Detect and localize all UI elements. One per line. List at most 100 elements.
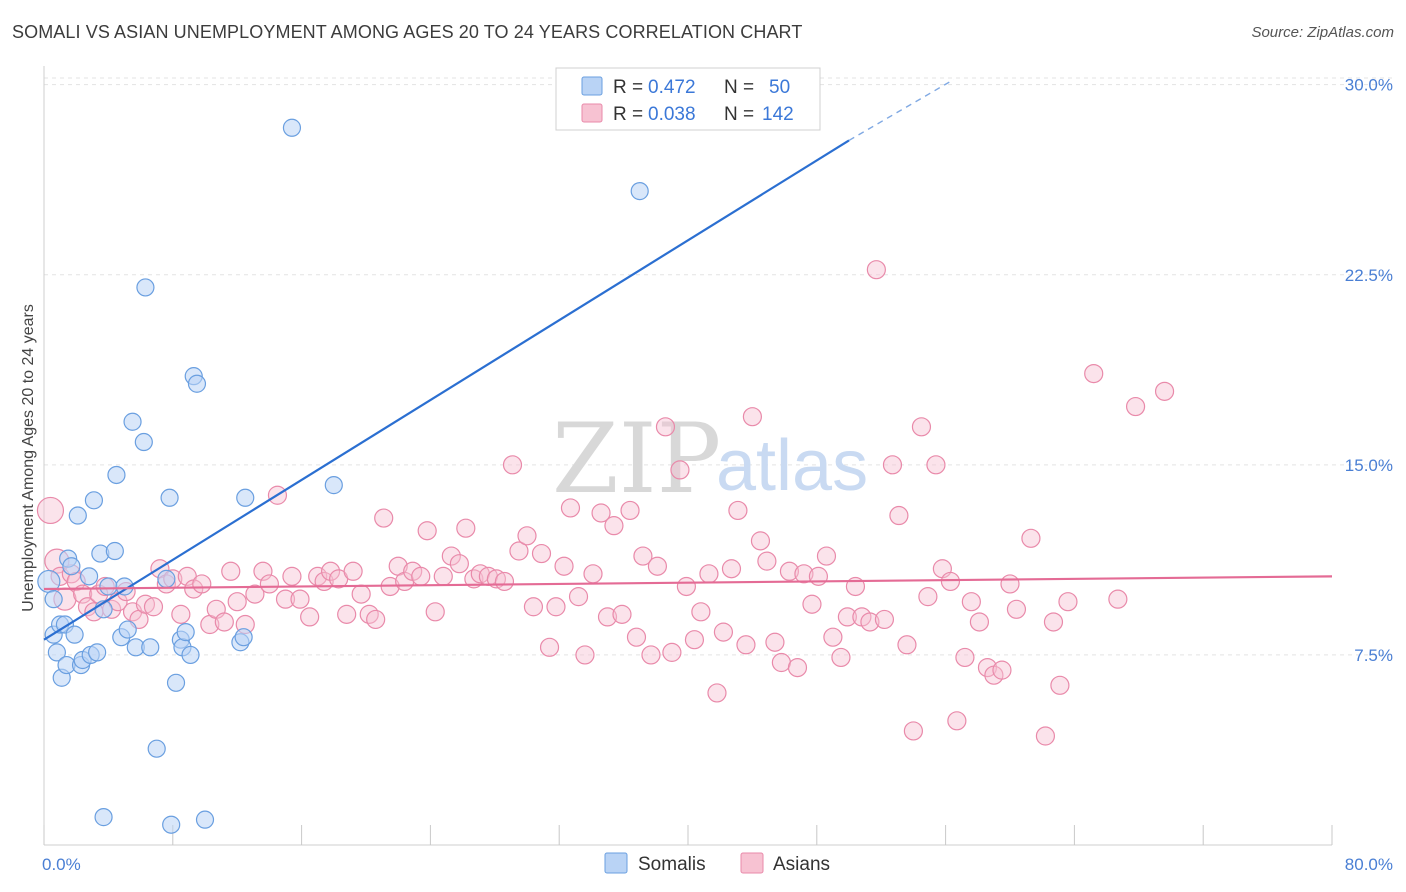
y-tick-label: 15.0% [1345, 456, 1393, 475]
bottom-legend-asian-label: Asians [773, 854, 830, 875]
asian-point [441, 546, 461, 566]
asian-point [192, 574, 212, 594]
asian-point [736, 635, 756, 655]
asian-point [300, 607, 320, 627]
asian-point [721, 559, 742, 579]
asian-point [699, 564, 719, 584]
asian-point [955, 647, 975, 668]
asian-point [597, 607, 618, 627]
asian-point [823, 627, 843, 647]
asian-point [1035, 726, 1056, 746]
somali-point [195, 810, 215, 829]
asian-point [583, 564, 603, 584]
asian-point [961, 592, 981, 612]
somali-point [157, 569, 176, 588]
asian-point [591, 503, 611, 523]
x-tick-label: 80.0% [1345, 855, 1393, 874]
tick-labels: 7.5% 15.0% 22.5% 30.0% 0.0% 80.0% [42, 76, 1393, 874]
somali-point [79, 567, 99, 586]
somali-point [47, 643, 66, 662]
somali-point [94, 808, 113, 827]
asian-point [1006, 599, 1027, 619]
bottom-legend-somali-swatch [604, 852, 628, 874]
asian-point [670, 460, 690, 480]
asian-point [911, 417, 932, 437]
asian-point [676, 576, 696, 597]
asian-point [882, 455, 903, 475]
asian-point [620, 500, 640, 521]
asian-point [517, 526, 537, 546]
asian-point [425, 602, 445, 622]
asian-point [926, 455, 946, 475]
somali-point [65, 625, 84, 644]
asian-point [662, 642, 682, 662]
asian-point [433, 566, 453, 586]
asian-point [831, 647, 851, 668]
asian-point [969, 612, 990, 632]
asian-points [36, 260, 1175, 746]
asian-point [143, 597, 164, 617]
somali-point [234, 628, 253, 647]
somali-point [147, 739, 166, 758]
somali-point [62, 557, 81, 576]
watermark-atlas: atlas [716, 426, 868, 506]
somali-point [68, 506, 87, 525]
asian-point [655, 417, 676, 437]
somali-point [176, 623, 195, 642]
somali-point [181, 645, 200, 665]
legend-r-value-2: 0.038 [648, 104, 696, 125]
axes [43, 66, 1333, 846]
asian-point [351, 584, 371, 604]
asian-point [539, 637, 560, 657]
asian-point [947, 711, 967, 731]
asian-point [604, 516, 624, 536]
somali-point [88, 643, 107, 662]
asian-point [502, 455, 523, 475]
asian-point [171, 604, 191, 624]
asian-point [1154, 381, 1175, 401]
somali-point [107, 465, 126, 485]
asian-point [290, 589, 310, 609]
asian-point [275, 589, 296, 609]
legend-asian-swatch [581, 103, 603, 123]
asian-point [366, 609, 386, 630]
asian-point [374, 508, 394, 528]
somali-point [324, 476, 343, 495]
asian-point [757, 551, 777, 571]
asian-point [464, 569, 484, 589]
asian-point [787, 657, 808, 678]
asian-point [245, 584, 265, 604]
asian-point [221, 561, 241, 581]
asian-point [874, 609, 895, 630]
asian-point [359, 604, 379, 624]
somali-point [162, 815, 181, 834]
asian-point [36, 496, 65, 525]
asian-point [568, 587, 589, 607]
asian-point [612, 604, 632, 624]
asian-point [940, 571, 961, 592]
somali-point [236, 488, 255, 507]
asian-point [343, 561, 363, 581]
asian-point [837, 607, 857, 627]
chart-title: SOMALI VS ASIAN UNEMPLOYMENT AMONG AGES … [12, 22, 803, 42]
asian-point [523, 597, 544, 617]
bottom-legend-asian-swatch [740, 852, 764, 874]
legend-r-label-1: R = [613, 77, 643, 98]
somali-point [141, 638, 160, 657]
asian-trendline [43, 575, 1333, 591]
asian-point [509, 541, 529, 561]
asian-point [794, 564, 814, 584]
asian-point [897, 635, 917, 655]
somali-point [123, 412, 142, 431]
asian-point [641, 645, 661, 665]
asian-point [889, 505, 909, 526]
somali-point [630, 182, 649, 201]
somali-point [44, 590, 63, 609]
legend-n-label-2: N = [724, 104, 754, 125]
asian-point [411, 566, 431, 586]
asian-point [647, 556, 668, 576]
asian-point [728, 500, 748, 521]
source-label: Source: ZipAtlas.com [1251, 24, 1394, 41]
asian-point [227, 592, 247, 612]
somali-point [187, 374, 207, 393]
